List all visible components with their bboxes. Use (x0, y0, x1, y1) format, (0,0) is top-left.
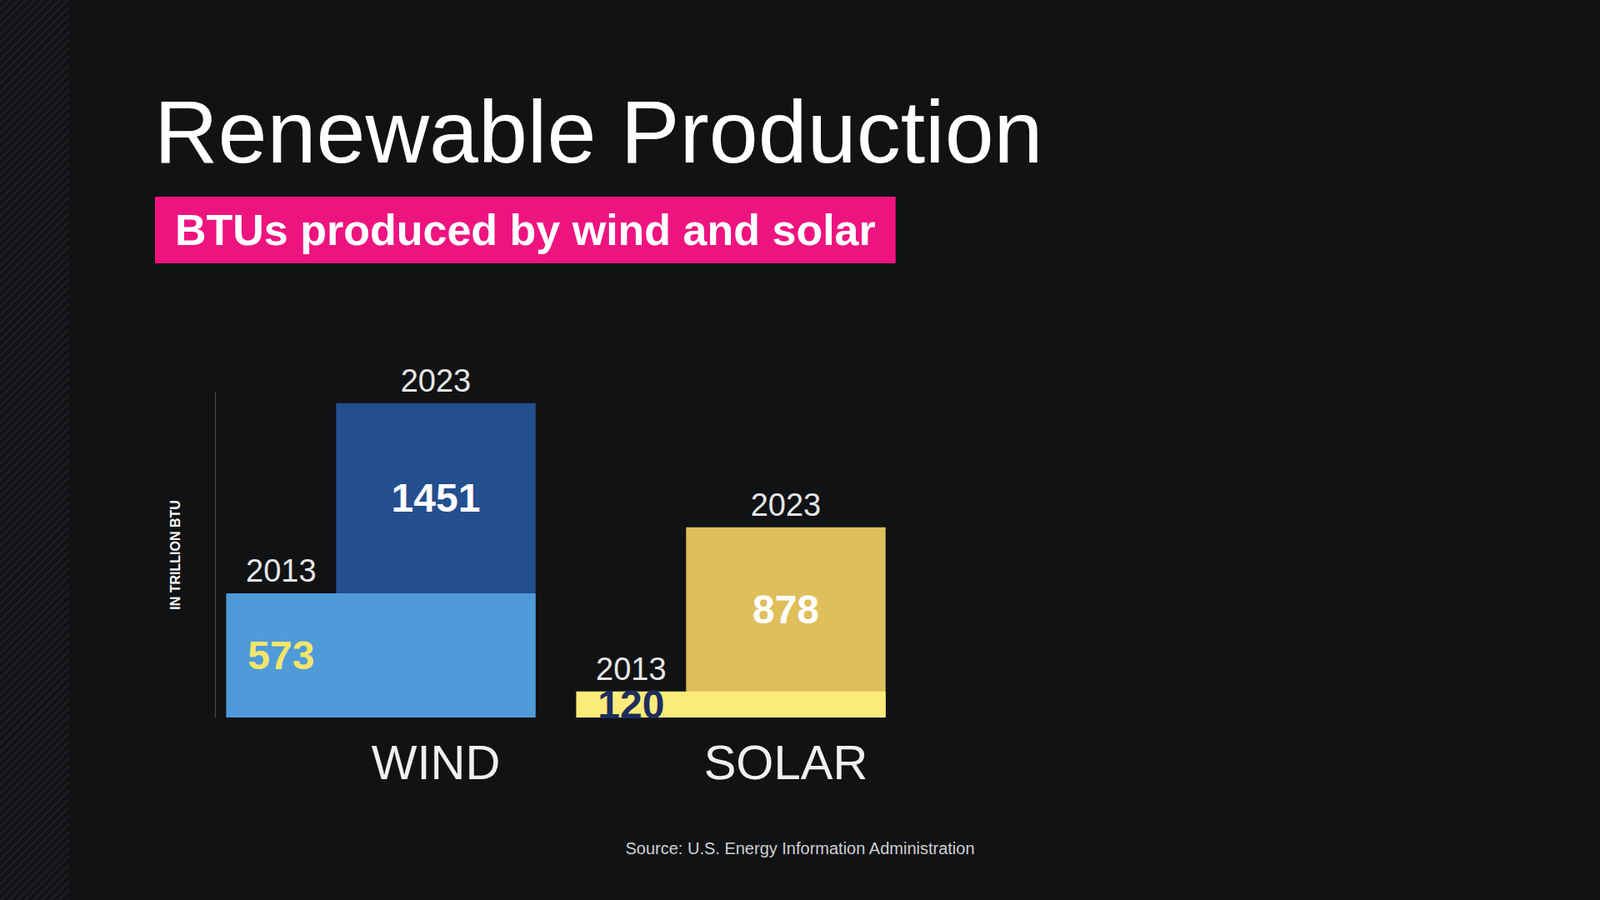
svg-text:Renewable Production: Renewable Production (154, 82, 1044, 181)
svg-text:573: 573 (247, 633, 315, 678)
svg-text:2013: 2013 (245, 553, 317, 589)
svg-text:SOLAR: SOLAR (704, 735, 869, 790)
svg-text:BTUs produced by wind and sola: BTUs produced by wind and solar (175, 205, 876, 255)
svg-text:1451: 1451 (391, 475, 481, 520)
svg-text:IN TRILLION BTU: IN TRILLION BTU (168, 500, 183, 610)
svg-text:2013: 2013 (595, 651, 667, 687)
svg-text:2023: 2023 (750, 487, 822, 523)
svg-text:Source: U.S. Energy Informatio: Source: U.S. Energy Information Administ… (625, 839, 975, 858)
svg-text:2023: 2023 (400, 363, 472, 399)
svg-text:WIND: WIND (371, 735, 501, 790)
svg-text:878: 878 (752, 587, 820, 632)
svg-text:120: 120 (597, 682, 665, 727)
